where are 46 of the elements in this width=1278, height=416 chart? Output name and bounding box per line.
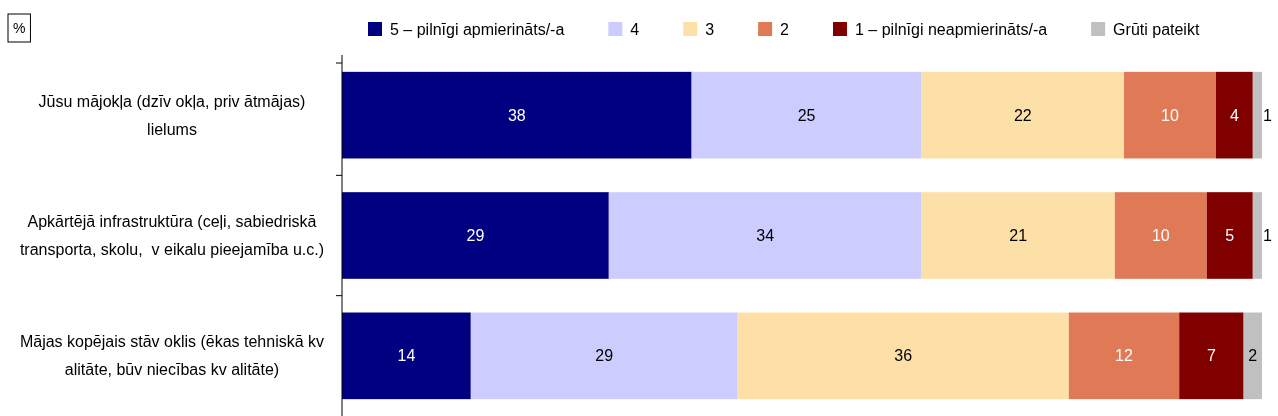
bar [342,71,692,159]
bar [470,312,738,400]
legend-label: 5 – pilnīgi apmierināts/-a [390,20,565,38]
data-label: 34 [756,227,775,245]
data-label: 1 [1263,227,1272,245]
data-label: 21 [1009,227,1028,245]
legend-label: 4 [630,20,640,38]
bar [1252,192,1262,279]
bar [1179,312,1244,400]
bar [737,312,1069,400]
bar [921,192,1115,279]
y-tick-label: Apkārtējā infrastruktūra (ceļi, sabiedriskā transporta, skolu, v eikalu pieejamība u.c.) [19,213,325,259]
data-label: 2 [1248,347,1258,365]
bar [342,192,609,279]
legend-label: 2 [780,20,790,38]
bar [1124,71,1216,159]
bar [1114,192,1207,279]
data-label: 36 [894,347,913,365]
bar [1206,192,1253,279]
data-label: 38 [507,106,526,124]
data-label: 25 [797,106,816,124]
y-tick-label: Jūsu mājokļa (dzīv okļa, priv ātmājas) lielums [38,92,306,138]
data-label: 14 [397,347,416,365]
data-label: 4 [1229,106,1239,124]
data-label: 29 [595,347,614,365]
data-label: 22 [1013,106,1032,124]
text: % [13,19,26,36]
y-tick-label: Mājas kopējais stāv oklis (ēkas tehniskā kv alitāte, būv niecības kv alitāte) [19,333,325,379]
bar [1216,71,1253,159]
bar [1243,312,1262,400]
data-label: 5 [1225,227,1235,245]
bar [342,312,471,400]
data-label: 1 [1263,106,1272,124]
bar [921,71,1124,159]
legend-label: 1 – pilnīgi neapmierināts/-a [855,20,1048,38]
bar [1068,312,1180,400]
data-label: 12 [1115,347,1133,365]
bar [691,71,922,159]
bar [608,192,922,279]
data-label: 7 [1206,347,1216,365]
legend-label: 3 [705,20,715,38]
data-label: 10 [1151,227,1170,245]
legend-label: Grūti pateikt [1113,20,1200,38]
data-label: 29 [466,227,485,245]
bar [1252,71,1262,159]
data-label: 10 [1161,106,1179,124]
